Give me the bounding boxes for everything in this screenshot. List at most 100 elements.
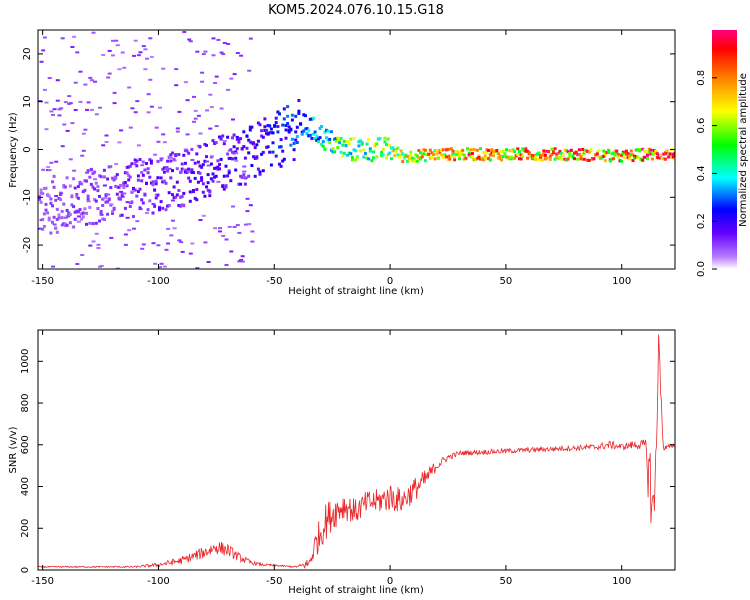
spectrogram-cell: [198, 171, 202, 175]
spectrogram-cell: [284, 124, 288, 127]
spectrogram-cell: [175, 193, 179, 197]
spectrogram-cell: [161, 180, 165, 184]
spectrogram-cell: [430, 151, 434, 155]
spectrogram-cell: [203, 194, 207, 198]
spectrogram-cell: [441, 155, 445, 159]
spectrogram-noise-cell: [55, 99, 60, 102]
spectrogram-cell: [654, 149, 658, 153]
spectrogram-cell: [597, 149, 601, 153]
spectrogram-cell: [282, 107, 286, 111]
spectrogram-cell: [363, 151, 367, 155]
spectrogram-noise-cell: [203, 241, 208, 244]
spectrogram-cell: [206, 173, 210, 177]
spectrogram-cell: [282, 157, 286, 161]
spectrogram-cell: [441, 148, 445, 152]
spectrogram-cell: [279, 164, 283, 168]
spectrogram-cell: [428, 148, 432, 152]
spectrogram-cell: [425, 152, 429, 156]
spectrogram-noise-cell: [54, 195, 59, 197]
spectrogram-noise-cell: [211, 54, 216, 57]
spectrogram-cell: [148, 175, 152, 179]
spectrogram-cell: [419, 151, 422, 155]
spectrogram-cell: [440, 148, 444, 152]
spectrogram-cell: [187, 151, 191, 155]
spectrogram-cell: [146, 208, 150, 212]
spectrogram-cell: [359, 149, 362, 153]
spectrogram-cell: [496, 156, 500, 160]
spectrogram-cell: [577, 152, 581, 156]
spectrogram-cell: [612, 157, 615, 161]
spectrogram-noise-cell: [205, 160, 209, 163]
spectrogram-cell: [47, 194, 51, 198]
spectrogram-noise-cell: [221, 53, 226, 56]
spectrogram-cell: [292, 158, 296, 162]
spectrogram-cell: [636, 155, 640, 159]
spectrogram-cell: [68, 221, 72, 225]
spectrogram-cell: [487, 149, 491, 152]
spectrogram-cell: [406, 155, 410, 158]
spectrogram-noise-cell: [171, 199, 175, 202]
spectrogram-cell: [80, 182, 84, 186]
spectrogram-cell: [612, 151, 615, 155]
spectrogram-cell: [161, 206, 165, 210]
spectrogram-noise-cell: [242, 170, 247, 173]
spectrogram-cell: [385, 143, 388, 147]
spectrogram-cell: [268, 131, 272, 135]
spectrogram-cell: [652, 152, 656, 156]
spectrogram-cell: [60, 209, 64, 213]
spectrogram-cell: [350, 155, 354, 159]
spectrogram-cell: [608, 159, 612, 163]
spectrogram-cell: [347, 151, 351, 155]
spectrogram-noise-cell: [111, 39, 115, 42]
spectrogram-cell: [602, 154, 606, 158]
spectrogram-cell: [346, 140, 350, 144]
spectrogram-cell: [44, 202, 48, 206]
spectrogram-cell: [164, 208, 168, 212]
spectrogram-cell: [151, 183, 155, 187]
spectrogram-cell: [303, 114, 307, 118]
spectrogram-noise-cell: [63, 101, 68, 104]
spectrogram-cell: [529, 155, 533, 159]
spectrogram-cell: [616, 152, 620, 156]
spectrogram-cell: [143, 168, 147, 172]
spectrogram-cell: [135, 159, 139, 163]
spectrogram-cell: [589, 148, 593, 152]
spectrogram-cell: [89, 182, 93, 186]
spectrogram-cell: [145, 162, 148, 165]
spectrogram-cell: [388, 143, 392, 147]
spectrogram-cell: [63, 185, 67, 189]
spectrogram-cell: [269, 127, 273, 131]
spectrogram-cell: [292, 141, 296, 145]
spectrogram-cell: [279, 145, 283, 149]
spectrogram-noise-cell: [218, 227, 222, 230]
spectrogram-noise-cell: [164, 248, 169, 251]
spectrogram-cell: [104, 200, 108, 204]
spectrogram-cell: [618, 159, 622, 163]
spectrogram-cell: [171, 151, 174, 155]
spectrogram-cell: [495, 149, 499, 152]
spectrogram-cell: [642, 155, 646, 159]
spectrogram-noise-cell: [75, 263, 80, 265]
spectrogram-cell: [39, 188, 43, 192]
spectrogram-cell: [55, 217, 59, 221]
spectrogram-cell: [602, 149, 606, 153]
spectrogram-noise-cell: [125, 201, 130, 204]
spectrogram-cell: [227, 156, 231, 160]
spectrogram-cell: [175, 167, 179, 171]
spectrogram-cell: [475, 157, 479, 161]
spectrogram-cell: [263, 117, 267, 121]
spectrogram-noise-cell: [67, 95, 72, 98]
spectrogram-cell: [214, 166, 218, 170]
spectrogram-cell: [106, 177, 110, 181]
spectrogram-noise-cell: [136, 144, 141, 147]
spectrogram-noise-cell: [248, 37, 253, 40]
spectrogram-cell: [389, 146, 393, 150]
spectrogram-cell: [256, 139, 260, 143]
spectrogram-cell: [550, 152, 554, 156]
spectrogram-cell: [245, 134, 249, 138]
spectrogram-cell: [192, 190, 195, 194]
spectrogram-marks: [38, 31, 675, 269]
spectrogram-cell: [458, 157, 461, 161]
spectrogram-cell: [73, 217, 77, 221]
spectrogram-noise-cell: [86, 101, 91, 104]
